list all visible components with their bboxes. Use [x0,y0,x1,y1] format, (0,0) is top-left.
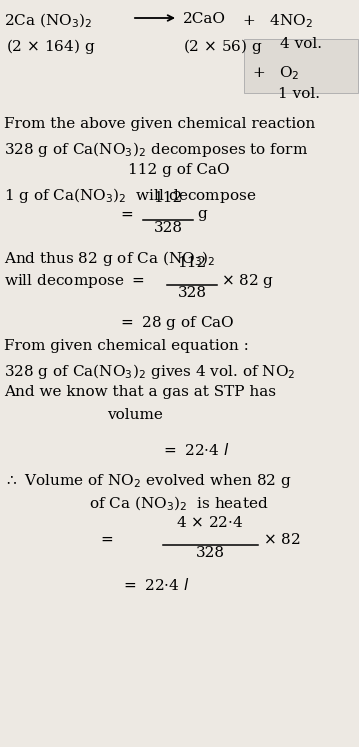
Text: will decompose $=$: will decompose $=$ [4,272,144,290]
Text: 328: 328 [154,221,182,235]
Text: (2 $\times$ 56) g: (2 $\times$ 56) g [183,37,263,56]
FancyBboxPatch shape [244,39,358,93]
Text: $\therefore$ Volume of NO$_2$ evolved when 82 g: $\therefore$ Volume of NO$_2$ evolved wh… [4,472,292,490]
Text: 1 vol.: 1 vol. [278,87,320,101]
Text: And thus 82 g of Ca (NO$_3$)$_2$: And thus 82 g of Ca (NO$_3$)$_2$ [4,249,215,268]
Text: $\times$ 82: $\times$ 82 [263,532,300,547]
Text: 4 vol.: 4 vol. [280,37,322,51]
Text: 112: 112 [153,191,183,205]
Text: volume: volume [107,408,163,422]
Text: 2Ca (NO$_3$)$_2$: 2Ca (NO$_3$)$_2$ [4,12,92,31]
Text: 328 g of Ca(NO$_3$)$_2$ gives 4 vol. of NO$_2$: 328 g of Ca(NO$_3$)$_2$ gives 4 vol. of … [4,362,295,381]
Text: $=$: $=$ [118,207,134,221]
Text: 112: 112 [177,256,207,270]
Text: And we know that a gas at STP has: And we know that a gas at STP has [4,385,276,399]
Text: (2 $\times$ 164) g: (2 $\times$ 164) g [6,37,95,56]
Text: g: g [197,207,207,221]
Text: of Ca (NO$_3$)$_2$  is heated: of Ca (NO$_3$)$_2$ is heated [89,495,269,513]
Text: $=$ 28 g of CaO: $=$ 28 g of CaO [118,314,235,332]
Text: From given chemical equation :: From given chemical equation : [4,339,249,353]
Text: 4 $\times$ 22$\cdot$4: 4 $\times$ 22$\cdot$4 [176,515,244,530]
Text: 328: 328 [196,546,224,560]
Text: From the above given chemical reaction: From the above given chemical reaction [4,117,315,131]
Text: $=$: $=$ [98,532,114,546]
Text: $=$ 22$\cdot$4 $l$: $=$ 22$\cdot$4 $l$ [161,442,229,458]
Text: 1 g of Ca(NO$_3$)$_2$  will decompose: 1 g of Ca(NO$_3$)$_2$ will decompose [4,186,256,205]
Text: 328 g of Ca(NO$_3$)$_2$ decomposes to form: 328 g of Ca(NO$_3$)$_2$ decomposes to fo… [4,140,308,159]
Text: $=$ 22$\cdot$4 $l$: $=$ 22$\cdot$4 $l$ [121,577,189,593]
Text: +   O$_2$: + O$_2$ [252,64,300,81]
Text: $\times$ 82 g: $\times$ 82 g [221,272,274,290]
Text: 112 g of CaO: 112 g of CaO [128,163,230,177]
Text: 328: 328 [177,286,206,300]
Text: +   4NO$_2$: + 4NO$_2$ [242,12,313,30]
Text: 2CaO: 2CaO [183,12,226,26]
